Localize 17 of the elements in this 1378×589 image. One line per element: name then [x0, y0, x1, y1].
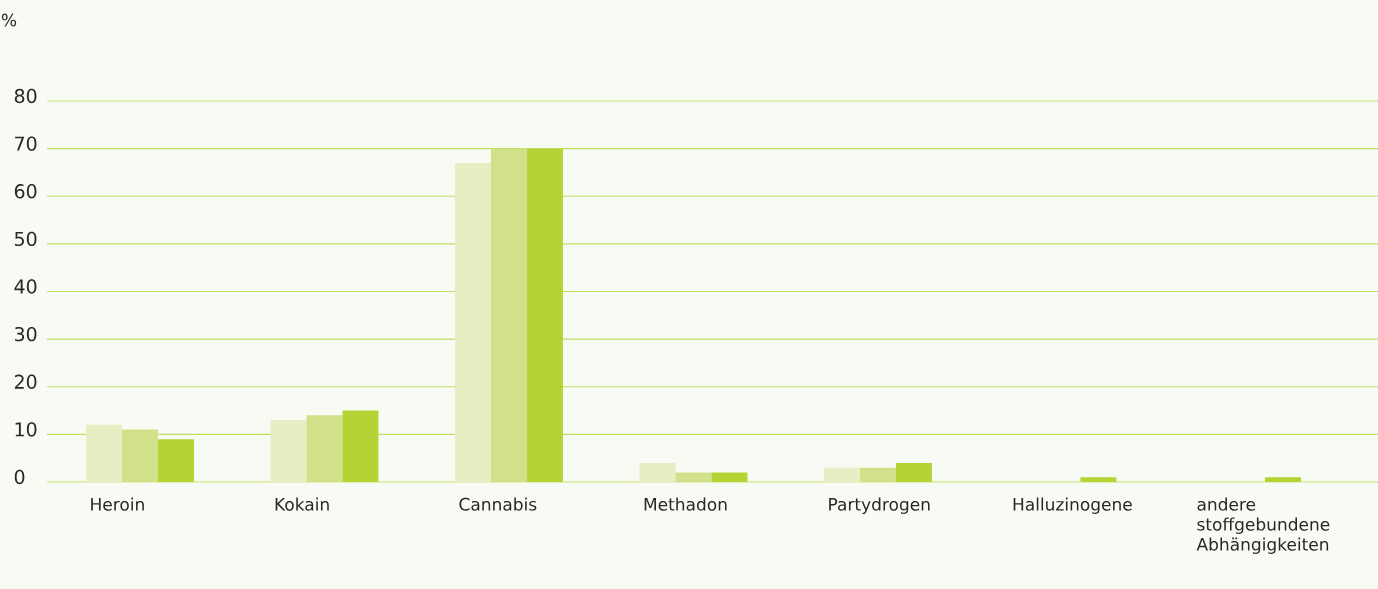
y-tick-label: 0 [14, 469, 25, 485]
y-tick-label: 30 [14, 326, 37, 342]
y-tick-label: 20 [14, 374, 37, 389]
y-axis-title: % [1, 13, 17, 27]
y-tick-label: 70 [15, 136, 37, 151]
y-tick-label: 50 [14, 231, 37, 247]
y-tick-label: 40 [14, 279, 37, 294]
x-tick-label: Cannabis [459, 497, 537, 511]
x-tick-label: Partydrogen [829, 497, 930, 514]
y-tick-label: 10 [15, 422, 37, 437]
y-tick-label: 80 [14, 88, 37, 104]
x-tick-label: Kokain [275, 497, 329, 511]
x-tick-label: andere stoffgebundene Abhängigkeiten [1196, 497, 1330, 554]
x-tick-label: Halluzinogene [1013, 497, 1132, 514]
x-tick-label: Heroin [91, 497, 144, 511]
x-tick-label: Methadon [644, 497, 727, 511]
y-tick-label: 60 [14, 184, 37, 199]
